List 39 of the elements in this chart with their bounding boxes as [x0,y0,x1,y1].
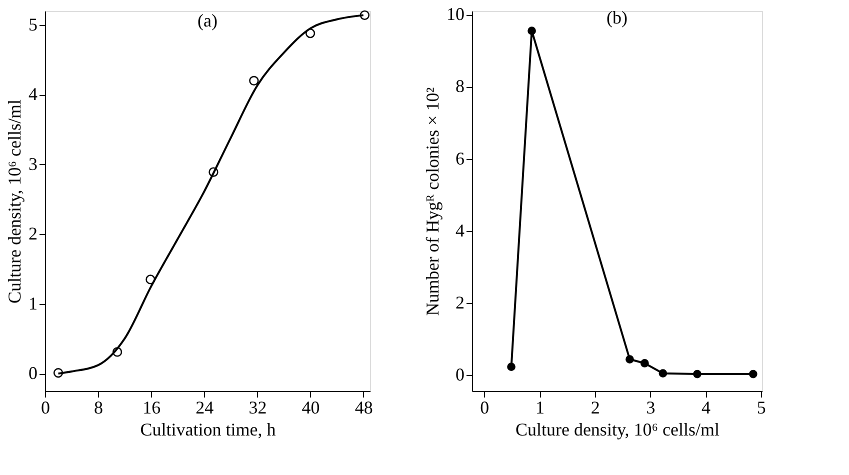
y-tick-label: 2 [456,292,464,313]
point [528,26,536,36]
y-axis-title: Number of Hygᴿ colonies × 10² [422,87,442,316]
x-axis-title: Cultivation time, h [140,420,276,440]
y-tick-label: 2 [28,224,38,244]
y-tick-label: 4 [456,220,464,240]
x-tick-label: 1 [536,398,545,418]
chart-title: (b) [606,8,628,28]
x-tick-label: 8 [94,398,104,418]
point [640,359,649,368]
x-tick-label: 48 [354,398,373,418]
y-tick-label: 8 [456,76,464,96]
y-tick-label: 10 [446,4,464,24]
y-tick-label: 6 [456,148,464,168]
y-axis-title: Culture density, 10⁶ cells/ml [4,99,24,304]
x-tick-label: 4 [702,398,711,418]
x-tick-label: 5 [756,398,766,418]
point [693,370,702,378]
y-tick-label: 3 [28,154,38,174]
y-tick-label: 5 [28,14,38,34]
x-axis-title: Culture density, 10⁶ cells/ml [515,420,720,440]
x-tick-label: 32 [248,398,267,418]
point [626,355,634,364]
x-tick-label: 16 [142,398,161,418]
x-tick-label: 3 [646,398,656,418]
y-tick-label: 1 [28,293,38,314]
point [507,362,516,372]
y-tick-label: 0 [28,363,38,384]
point [748,370,758,378]
y-tick-label: 0 [456,364,464,385]
point [249,76,259,86]
y-tick-label: 4 [28,84,38,104]
chart-title: (a) [198,10,218,30]
x-tick-label: 0 [41,398,50,418]
x-tick-label: 24 [196,398,214,418]
x-tick-label: 0 [480,398,490,418]
point [658,369,668,378]
x-tick-label: 40 [302,398,320,418]
x-tick-label: 2 [590,398,600,418]
